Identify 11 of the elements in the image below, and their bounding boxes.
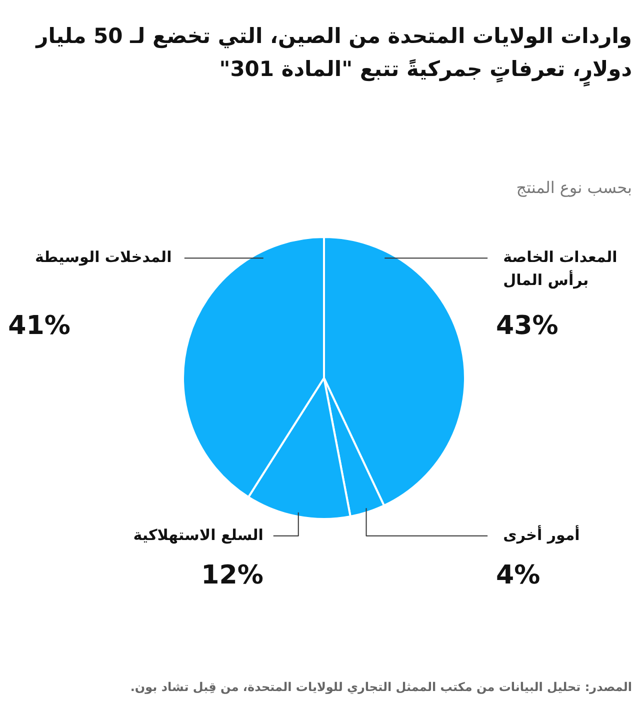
slice-label: المعدات الخاصة برأس المال bbox=[503, 248, 618, 290]
text: المصدر: تحليل البيانات من مكتب الممثل التجاري للولايات المتحدة، من قِبل تشاد بون. bbox=[130, 680, 632, 694]
chart-title: واردات الولايات المتحدة من الصين، التي تخضع لـ 50 مليار دولارٍ، تعرفاتٍ جمركيةً تتبع "المادة 301" bbox=[34, 23, 632, 86]
slice-label: أمور أخرى bbox=[503, 524, 580, 544]
data-label: 41% bbox=[8, 310, 70, 341]
slice-label: المدخلات الوسيطة bbox=[34, 248, 172, 266]
data-label: 4% bbox=[496, 560, 540, 591]
chart-subtitle: بحسب نوع المنتج bbox=[516, 178, 632, 197]
slice-label: السلع الاستهلاكية bbox=[133, 526, 264, 544]
data-label: 12% bbox=[201, 560, 264, 591]
data-label: 43% bbox=[496, 310, 558, 341]
